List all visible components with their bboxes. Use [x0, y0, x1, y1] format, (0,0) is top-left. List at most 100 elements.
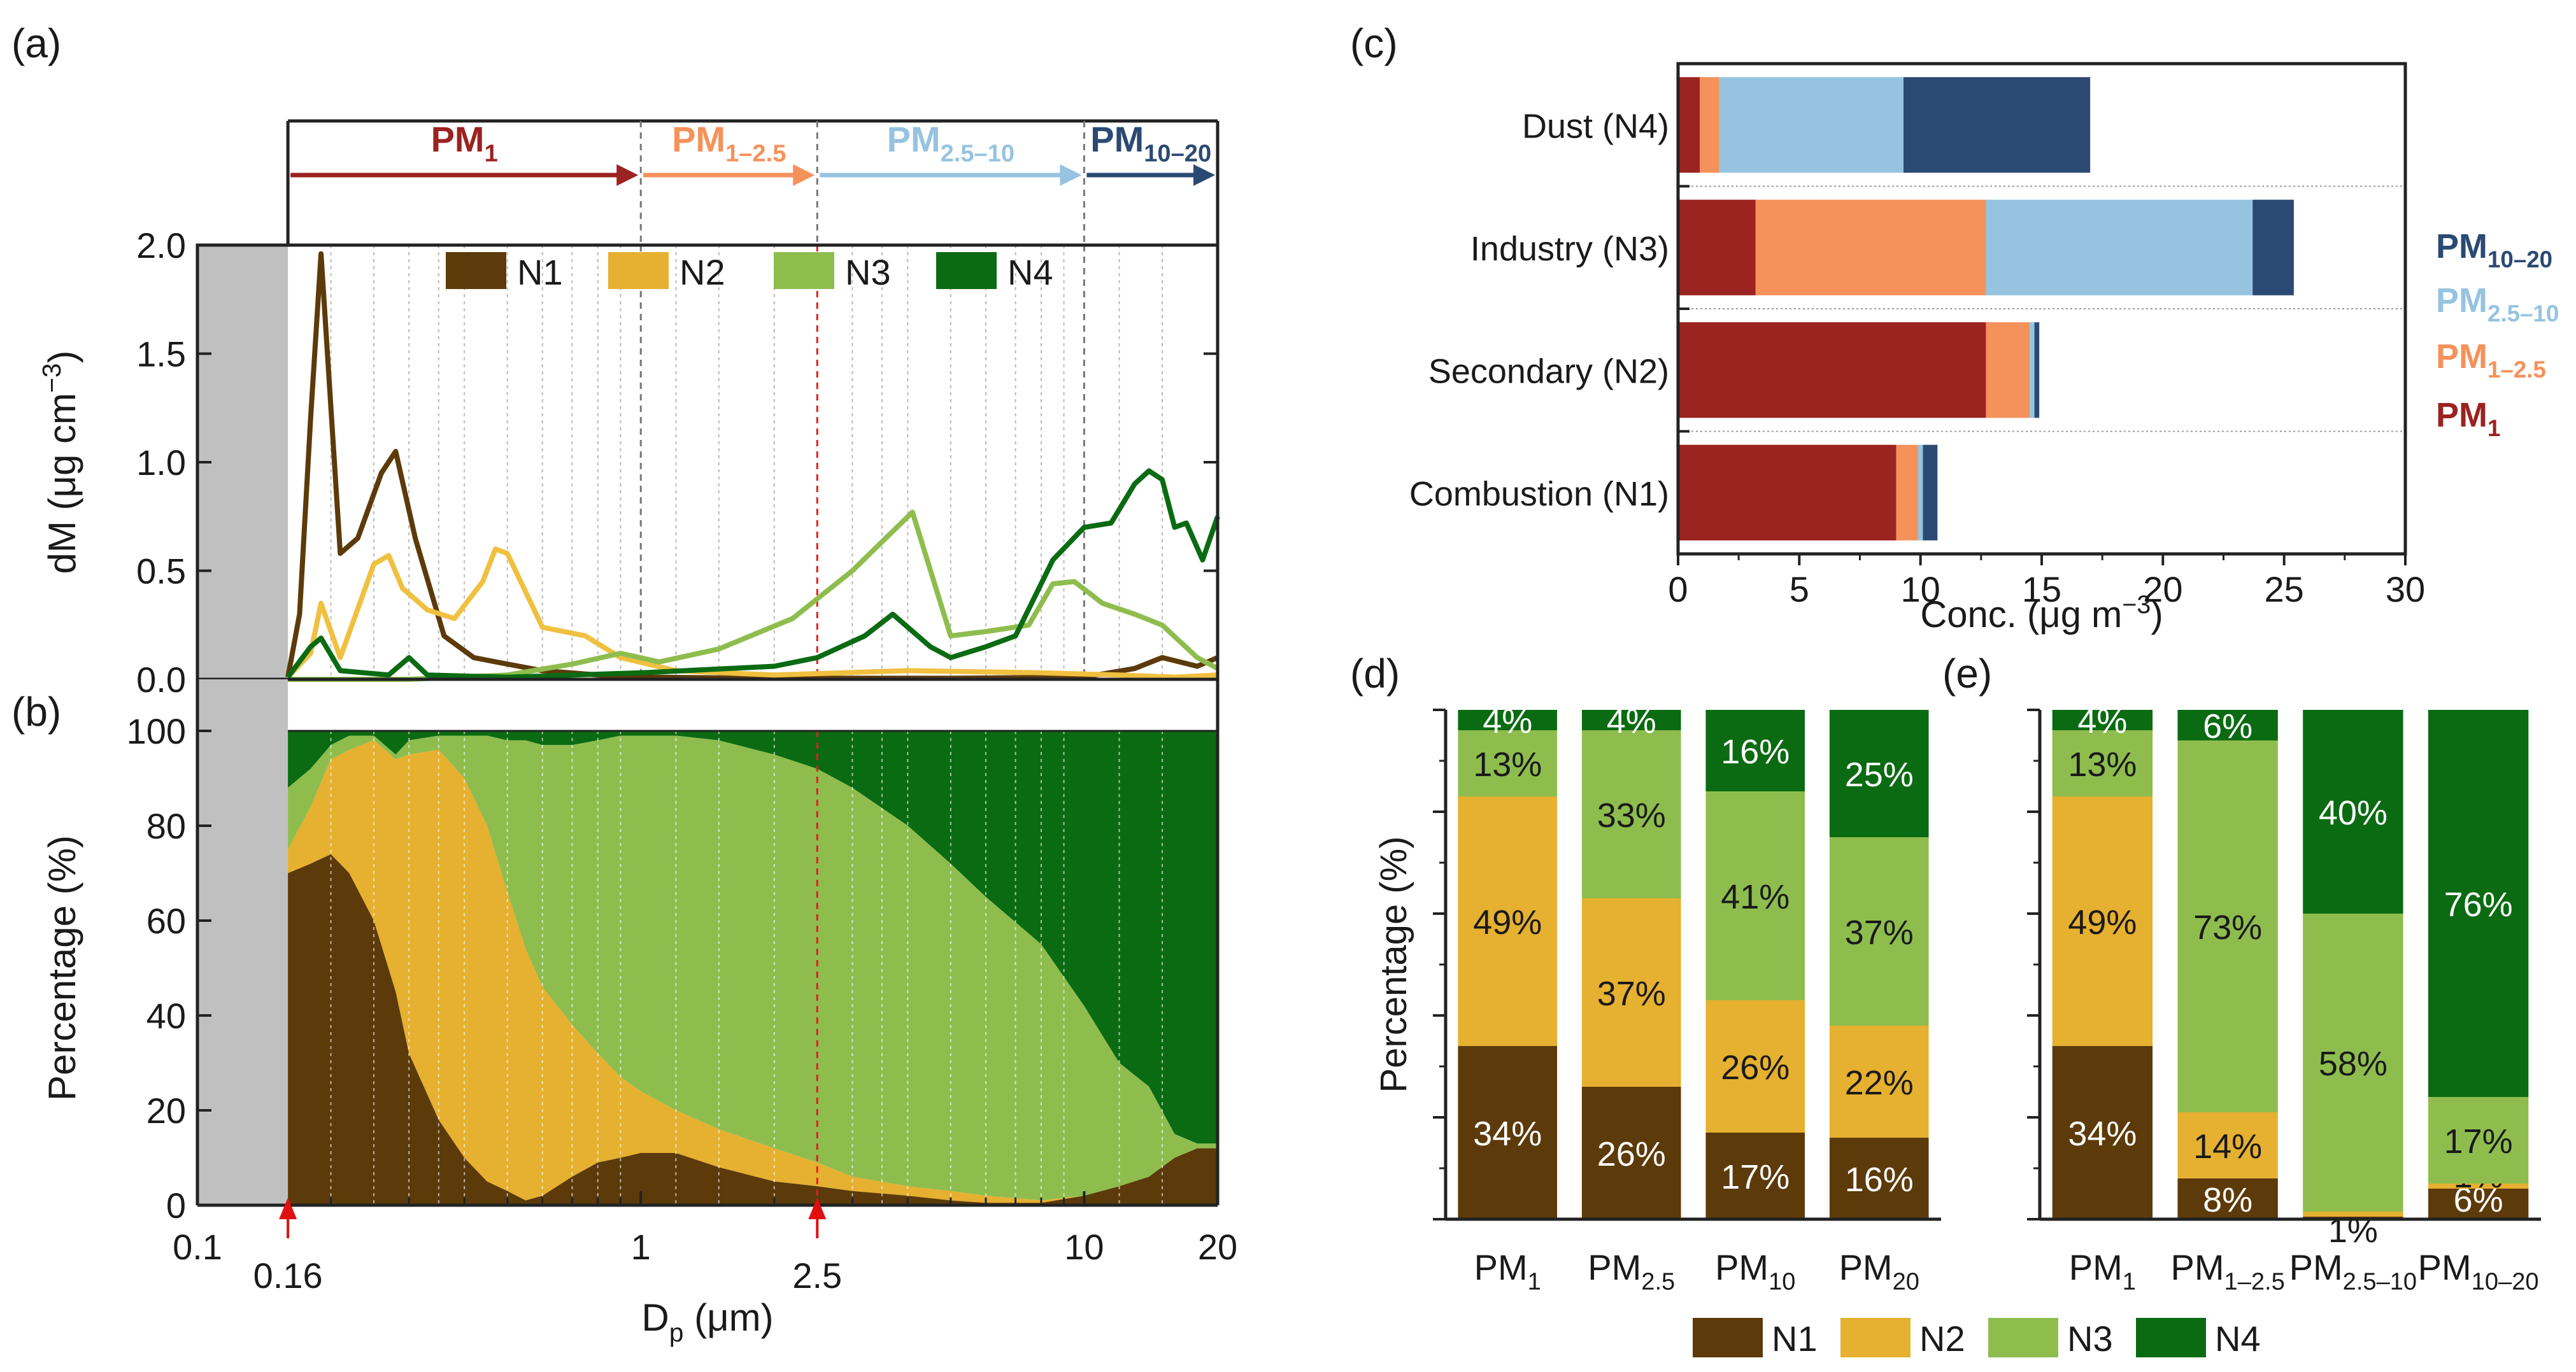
bar-e-2-N4: [2303, 710, 2403, 914]
panel-c-xlabel-main: Conc. (μg m: [1920, 594, 2122, 635]
panel-b-ytick-label: 80: [146, 806, 186, 846]
bottom-legend-swatch-N2: [1840, 1318, 1911, 1357]
bar-0-PM2.5–10: [1918, 444, 1923, 541]
panel-b-xtick-label: 0.1: [173, 1227, 222, 1267]
area-N1: [288, 854, 1218, 1205]
panel-b-grey-gap: [197, 679, 288, 731]
bar-label-d-0-N2: 49%: [1473, 903, 1542, 942]
panel-c-xtick-label: 20: [2143, 569, 2182, 609]
bar-label-e-1-N2: 14%: [2193, 1128, 2262, 1166]
bar-label-d-1-N3: 33%: [1597, 796, 1666, 835]
band-label-pm1: PM1: [431, 119, 498, 167]
bar-2-PM10–20: [2252, 199, 2294, 295]
bottom-legend-label-N3: N3: [2067, 1319, 2113, 1359]
panel-d-xtick-label-3-sub: 20: [1893, 1269, 1919, 1296]
panel-d-xtick-label-0-sub: 1: [1528, 1269, 1541, 1296]
panel-c-category-label: Combustion (N1): [1409, 475, 1669, 513]
panel-d-xtick-label-3-main: PM: [1839, 1247, 1893, 1287]
panel-d-ylabel: Percentage (%): [1373, 837, 1414, 1093]
band-label-pm1-sub: 1: [485, 141, 498, 167]
panel-e-xtick-label-2: PM2.5–10: [2289, 1247, 2417, 1296]
bar-label-e-0-N4: 4%: [2077, 702, 2127, 740]
panel-a-line-chart: 0.0 0.5 1.0 1.5 2.0 dM (μg cm−3) N1 N2 N3 N4: [37, 225, 1220, 700]
bar-0-PM10–20: [1923, 444, 1938, 541]
panel-label-d: (d): [1350, 651, 1400, 697]
panel-c-legend-3-sub: 1: [2487, 415, 2500, 441]
bar-label-d-3-N4: 25%: [1845, 756, 1914, 794]
band-label-pm10_20-main: PM: [1090, 119, 1144, 159]
bar-label-e-1-N4: 6%: [2203, 707, 2252, 746]
bar-label-e-0-N1: 34%: [2068, 1115, 2137, 1153]
bar-e-1-N2: [2177, 1112, 2278, 1178]
panel-c-xtick-label: 25: [2265, 569, 2304, 609]
panel-b-ytick-label: 40: [146, 996, 186, 1036]
bar-d-0-N2: [1458, 796, 1558, 1046]
legend-label-N2: N2: [680, 252, 725, 292]
area-N4: [288, 731, 1218, 1144]
panel-b-xlabel-main: D: [641, 1296, 669, 1339]
bar-label-d-0-N3: 13%: [1473, 746, 1542, 784]
band-label-pm10_20-sub: 10–20: [1144, 141, 1211, 167]
size-band-arrows: PM1 PM1–2.5 PM2.5–10 PM10–20: [286, 119, 1220, 245]
panel-c-legend-1-sub: 2.5–10: [2487, 301, 2559, 327]
bar-3-PM10–20: [1904, 77, 2091, 173]
panel-b-xlabel-end: (μm): [683, 1296, 773, 1339]
panel-d-bar-chart: 34%49%13%4%PM126%37%33%4%PM2.517%26%41%1…: [1373, 702, 1941, 1296]
panel-c-xlabel: Conc. (μg m−3): [1920, 591, 2163, 635]
bar-d-1-N3: [1581, 730, 1681, 898]
bottom-legend-swatch-N3: [1988, 1318, 2058, 1357]
panel-c-legend-2: PM1–2.5: [2436, 337, 2546, 383]
legend-label-N3: N3: [845, 252, 891, 292]
band-label-pm1-main: PM: [431, 119, 485, 159]
bar-e-3-N4: [2428, 710, 2529, 1097]
panel-c-xlabel-sup: −3: [2122, 591, 2151, 619]
bar-0-PM1: [1678, 444, 1896, 541]
panel-b-grey-region: [197, 731, 288, 1205]
bar-2-PM1: [1678, 199, 1756, 295]
panel-d-xtick-label-3: PM20: [1839, 1247, 1919, 1296]
band-label-pm2_5_10-sub: 2.5–10: [941, 141, 1014, 167]
bar-label-e-0-N3: 13%: [2068, 746, 2137, 784]
bar-e-1-N1: [2177, 1178, 2278, 1219]
panel-a-ytick-label: 2.0: [136, 225, 186, 265]
bar-label-d-1-N4: 4%: [1607, 702, 1656, 740]
bar-label-d-2-N2: 26%: [1721, 1049, 1790, 1087]
panel-c-xtick-label: 30: [2386, 569, 2425, 609]
band-label-pm2_5_10: PM2.5–10: [887, 119, 1014, 167]
marker-label: 2.5: [792, 1255, 842, 1296]
panel-label-e: (e): [1942, 651, 1992, 697]
panel-e-xtick-label-1: PM1–2.5: [2170, 1247, 2284, 1296]
bar-e-3-N3: [2428, 1097, 2529, 1184]
panel-e-xtick-label-0-main: PM: [2069, 1247, 2123, 1287]
panel-c-legend-3-main: PM: [2436, 396, 2487, 434]
panel-b-ytick-label: 20: [146, 1091, 186, 1131]
panel-c-legend-0-sub: 10–20: [2487, 246, 2552, 272]
panel-c-legend-0-main: PM: [2436, 227, 2487, 265]
panel-d-xtick-label-1: PM2.5: [1588, 1247, 1675, 1296]
bar-1-PM1–2.5: [1986, 322, 2030, 418]
bar-3-PM1: [1678, 77, 1700, 173]
band-label-pm1_2_5-main: PM: [672, 119, 725, 159]
panel-label-a: (a): [11, 20, 61, 66]
panel-label-c: (c): [1350, 20, 1398, 66]
bar-e-2-N3: [2303, 914, 2403, 1212]
panel-e-xtick-label-2-main: PM: [2289, 1247, 2343, 1287]
legend-label-N4: N4: [1007, 252, 1053, 292]
panel-c-category-label: Industry (N3): [1470, 230, 1669, 268]
panel-c-bar-chart: Combustion (N1) Secondary (N2) Industry (N…: [1409, 62, 2559, 635]
bar-e-0-N3: [2052, 730, 2153, 796]
panel-e-xtick-label-3: PM10–20: [2418, 1247, 2539, 1296]
bar-label-e-3-N4: 76%: [2444, 886, 2513, 924]
legend-swatch-N2: [608, 252, 669, 289]
bar-1-PM10–20: [2034, 322, 2040, 418]
bar-label-e-0-N2: 49%: [2068, 903, 2137, 942]
marker-arrow-head: [279, 1198, 297, 1219]
bar-d-2-N4: [1705, 710, 1805, 791]
panel-a-ylabel-sup: −3: [37, 363, 66, 393]
marker-label: 0.16: [253, 1255, 323, 1296]
bar-d-0-N3: [1458, 730, 1558, 796]
panel-c-xtick-label: 10: [1901, 569, 1940, 609]
legend-swatch-N4: [936, 252, 997, 289]
band-label-pm10_20: PM10–20: [1090, 119, 1211, 167]
bar-e-3-N2: [2428, 1184, 2529, 1189]
